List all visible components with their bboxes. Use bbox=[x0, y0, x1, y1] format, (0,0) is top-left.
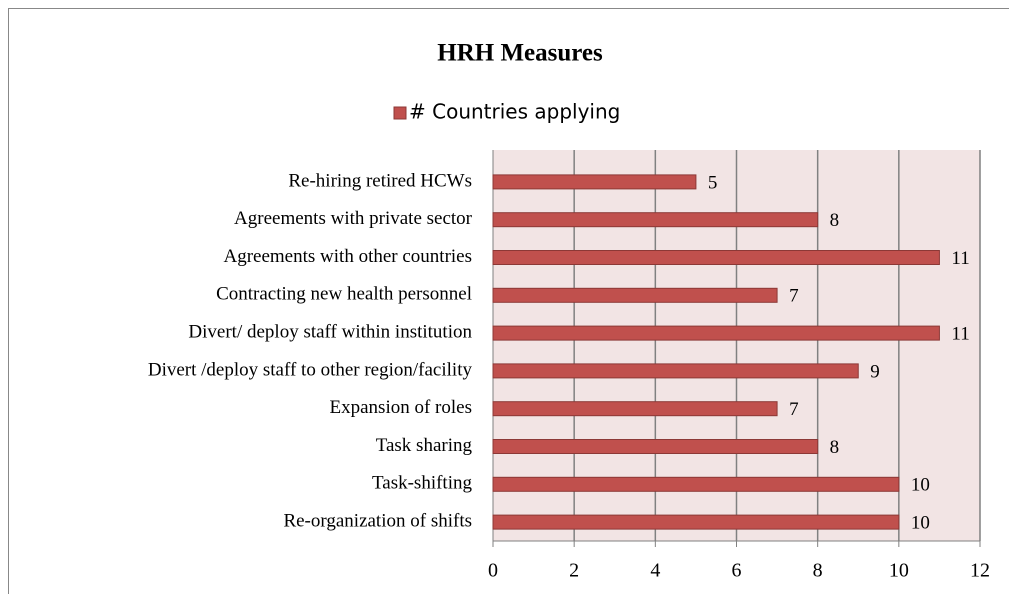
chart-title: HRH Measures bbox=[437, 40, 603, 67]
value-label: 9 bbox=[870, 361, 880, 382]
value-label: 5 bbox=[708, 172, 718, 193]
y-tick-label: Agreements with other countries bbox=[223, 246, 472, 267]
x-tick-label: 0 bbox=[488, 560, 498, 582]
x-tick-label: 8 bbox=[813, 560, 823, 582]
x-tick-label: 2 bbox=[569, 560, 579, 582]
x-tick-label: 6 bbox=[732, 560, 742, 582]
value-label: 11 bbox=[951, 323, 969, 344]
y-tick-label: Task-shifting bbox=[372, 473, 472, 494]
bar bbox=[492, 514, 900, 530]
bar bbox=[492, 250, 940, 265]
y-tick-label: Agreements with private sector bbox=[234, 208, 473, 229]
bar bbox=[492, 439, 819, 454]
bar bbox=[492, 363, 859, 379]
bar bbox=[492, 401, 778, 417]
bar bbox=[492, 174, 697, 190]
bar bbox=[492, 325, 940, 341]
legend-swatch bbox=[393, 106, 407, 120]
y-tick-label: Divert /deploy staff to other region/fac… bbox=[148, 359, 473, 380]
y-tick-label: Contracting new health personnel bbox=[216, 284, 472, 305]
value-label: 8 bbox=[830, 437, 840, 458]
y-tick-label: Re-organization of shifts bbox=[283, 510, 472, 531]
value-label: 10 bbox=[911, 475, 930, 496]
value-label: 8 bbox=[830, 210, 840, 231]
y-tick-label: Task sharing bbox=[376, 435, 473, 456]
value-label: 7 bbox=[789, 399, 799, 420]
x-tick-label: 10 bbox=[889, 560, 909, 582]
legend-label: # Countries applying bbox=[409, 100, 620, 124]
value-label: 7 bbox=[789, 286, 799, 307]
value-label: 11 bbox=[951, 248, 969, 269]
y-tick-label: Expansion of roles bbox=[330, 397, 472, 418]
value-label: 10 bbox=[911, 512, 930, 533]
y-tick-label: Divert/ deploy staff within institution bbox=[188, 321, 472, 342]
bar bbox=[492, 212, 819, 228]
x-tick-label: 4 bbox=[650, 560, 660, 582]
bar bbox=[492, 287, 778, 303]
y-tick-label: Re-hiring retired HCWs bbox=[288, 170, 472, 191]
x-tick-label: 12 bbox=[970, 560, 990, 582]
bar bbox=[492, 476, 900, 492]
